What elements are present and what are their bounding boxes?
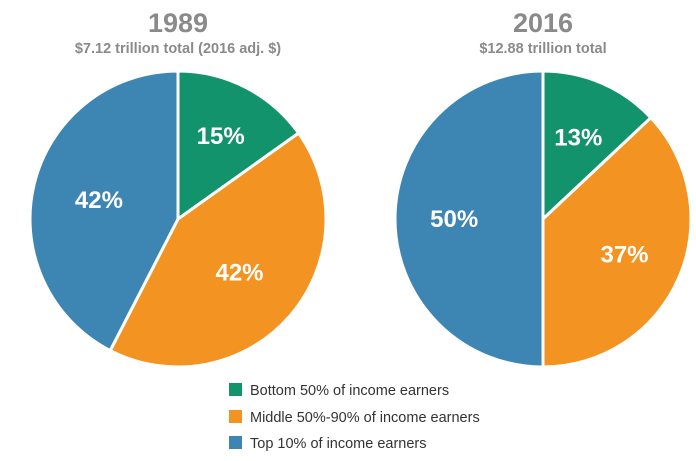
chart-subtitle-2016: $12.88 trillion total — [479, 41, 606, 57]
legend-label-bottom-50: Bottom 50% of income earners — [250, 383, 449, 399]
pie-label-1989-middle-50-90: 42% — [215, 259, 263, 286]
legend-label-middle-50-90: Middle 50%-90% of income earners — [250, 410, 480, 426]
pie-chart-1989: 1989 $7.12 trillion total (2016 adj. $) … — [28, 8, 328, 369]
pie-chart-2016: 2016 $12.88 trillion total 13% 37% 50% — [393, 8, 693, 369]
pie-label-2016-middle-50-90: 37% — [600, 241, 648, 268]
legend-item-bottom-50: Bottom 50% of income earners — [229, 383, 449, 399]
legend-label-top-10: Top 10% of income earners — [250, 436, 427, 452]
chart-subtitle-1989: $7.12 trillion total (2016 adj. $) — [75, 41, 281, 57]
chart-title-1989: 1989 — [148, 8, 208, 38]
pie-label-2016-top-10: 50% — [430, 206, 478, 233]
pie-slice-1989-bottom-50 — [176, 69, 301, 221]
pie-slice-1989-middle-50-90 — [108, 131, 328, 369]
pie-slice-1989-top-10 — [28, 69, 180, 353]
pie-label-1989-bottom-50: 15% — [197, 123, 245, 150]
legend-item-top-10: Top 10% of income earners — [229, 436, 427, 452]
legend: Bottom 50% of income earners Middle 50%-… — [229, 383, 480, 452]
pie-label-1989-top-10: 42% — [75, 187, 123, 214]
legend-swatch-top-10 — [229, 436, 242, 449]
chart-title-2016: 2016 — [513, 8, 573, 38]
pie-slice-2016-top-10 — [393, 69, 545, 369]
pie-label-2016-bottom-50: 13% — [554, 125, 602, 152]
legend-swatch-bottom-50 — [229, 383, 242, 396]
legend-item-middle-50-90: Middle 50%-90% of income earners — [229, 410, 480, 426]
legend-swatch-middle-50-90 — [229, 410, 242, 423]
pie-slice-2016-bottom-50 — [541, 69, 653, 221]
pie-slice-2016-middle-50-90 — [541, 116, 693, 369]
